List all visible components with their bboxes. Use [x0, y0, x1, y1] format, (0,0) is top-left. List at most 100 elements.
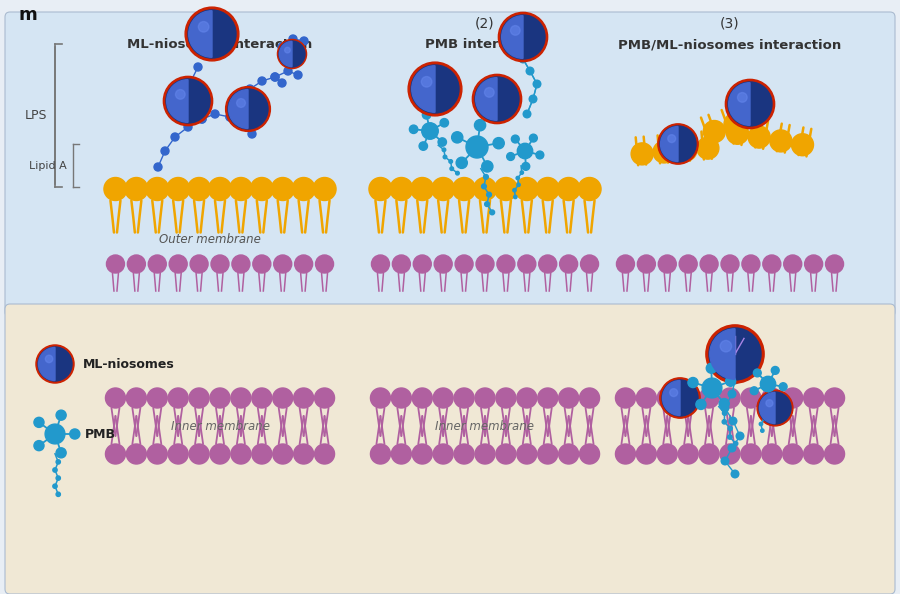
Circle shape — [699, 444, 719, 464]
Circle shape — [258, 77, 266, 85]
Circle shape — [432, 178, 454, 201]
Circle shape — [284, 48, 291, 53]
Circle shape — [279, 41, 305, 67]
Circle shape — [410, 125, 418, 134]
Circle shape — [271, 73, 279, 81]
Circle shape — [760, 429, 764, 432]
Text: Outer membrane: Outer membrane — [159, 232, 261, 245]
Circle shape — [759, 392, 791, 424]
Circle shape — [482, 161, 493, 172]
Circle shape — [487, 192, 491, 197]
Circle shape — [748, 126, 770, 148]
Circle shape — [731, 376, 739, 384]
Circle shape — [168, 444, 188, 464]
Circle shape — [720, 444, 740, 464]
Circle shape — [537, 388, 558, 408]
Circle shape — [496, 444, 516, 464]
Circle shape — [228, 89, 268, 129]
Circle shape — [760, 377, 776, 391]
Circle shape — [804, 388, 824, 408]
Circle shape — [440, 119, 448, 127]
Text: PMB/ML-niosomes interaction: PMB/ML-niosomes interaction — [618, 38, 842, 51]
Text: ML-niosomes: ML-niosomes — [83, 358, 175, 371]
Circle shape — [522, 162, 530, 170]
Circle shape — [248, 130, 256, 138]
Circle shape — [38, 347, 72, 381]
Circle shape — [392, 444, 411, 464]
Circle shape — [653, 141, 675, 163]
Circle shape — [741, 388, 760, 408]
Circle shape — [765, 404, 769, 407]
Circle shape — [289, 35, 297, 43]
Circle shape — [519, 55, 526, 63]
Circle shape — [433, 444, 454, 464]
Circle shape — [517, 388, 536, 408]
Circle shape — [169, 255, 187, 273]
Wedge shape — [710, 329, 735, 379]
Circle shape — [56, 476, 60, 481]
Circle shape — [210, 388, 230, 408]
Circle shape — [392, 388, 411, 408]
Circle shape — [728, 390, 736, 398]
Circle shape — [371, 388, 391, 408]
Circle shape — [721, 457, 729, 465]
Circle shape — [271, 178, 294, 201]
Wedge shape — [166, 80, 188, 122]
Circle shape — [466, 136, 488, 158]
Circle shape — [313, 178, 336, 201]
Circle shape — [507, 153, 515, 160]
Circle shape — [536, 151, 544, 159]
Circle shape — [751, 387, 758, 394]
Circle shape — [412, 444, 432, 464]
Circle shape — [516, 178, 538, 201]
Circle shape — [209, 178, 231, 201]
Circle shape — [721, 255, 739, 273]
Circle shape — [660, 126, 696, 162]
Circle shape — [631, 143, 653, 165]
Text: Inner membrane: Inner membrane — [170, 419, 269, 432]
Circle shape — [702, 378, 722, 398]
Circle shape — [105, 388, 125, 408]
Circle shape — [725, 80, 775, 129]
Circle shape — [580, 444, 599, 464]
Circle shape — [737, 93, 747, 102]
Wedge shape — [189, 11, 212, 57]
Circle shape — [106, 255, 124, 273]
Circle shape — [783, 444, 803, 464]
Circle shape — [452, 132, 463, 143]
Circle shape — [761, 410, 765, 413]
Circle shape — [728, 444, 736, 452]
Circle shape — [805, 255, 823, 273]
Circle shape — [278, 43, 286, 51]
Circle shape — [232, 255, 250, 273]
Circle shape — [483, 175, 489, 179]
Circle shape — [294, 71, 302, 79]
Circle shape — [670, 388, 678, 397]
Circle shape — [520, 171, 524, 174]
Circle shape — [191, 97, 199, 105]
Circle shape — [763, 255, 781, 273]
Circle shape — [616, 388, 635, 408]
Circle shape — [293, 444, 313, 464]
Circle shape — [271, 73, 279, 81]
Circle shape — [45, 355, 53, 363]
Circle shape — [411, 65, 459, 113]
Circle shape — [753, 369, 761, 377]
Circle shape — [516, 176, 519, 180]
Circle shape — [128, 255, 146, 273]
Circle shape — [706, 325, 764, 383]
Text: PMB: PMB — [85, 428, 116, 441]
Circle shape — [657, 444, 678, 464]
Circle shape — [56, 410, 67, 420]
Wedge shape — [229, 90, 248, 128]
Circle shape — [390, 178, 413, 201]
FancyBboxPatch shape — [5, 12, 895, 317]
Circle shape — [293, 388, 313, 408]
Circle shape — [316, 255, 334, 273]
Wedge shape — [501, 15, 523, 58]
Circle shape — [438, 138, 446, 146]
Circle shape — [742, 255, 760, 273]
Circle shape — [250, 178, 274, 201]
Circle shape — [679, 388, 698, 408]
Circle shape — [680, 255, 698, 273]
